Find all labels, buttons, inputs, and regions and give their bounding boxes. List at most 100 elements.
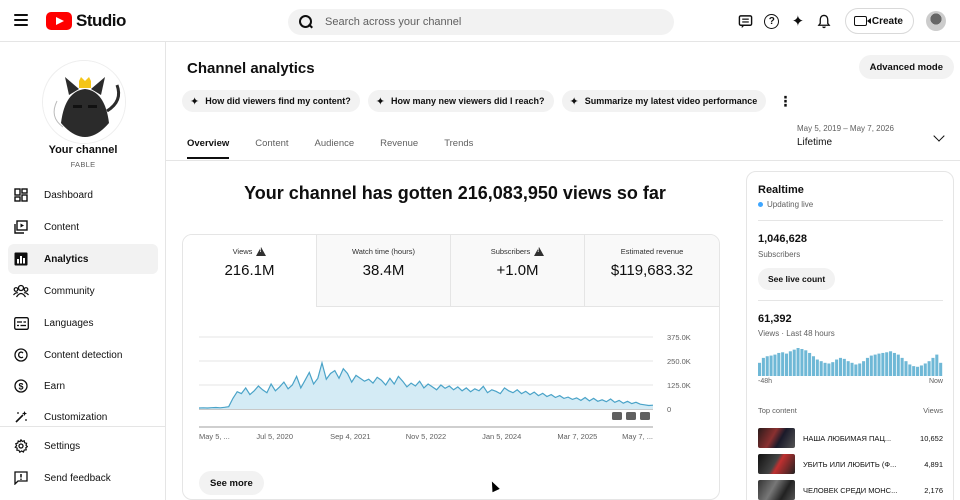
chart-marker-icon xyxy=(640,412,650,420)
advanced-mode-button[interactable]: Advanced mode xyxy=(858,55,954,79)
realtime-bar xyxy=(877,353,881,376)
chip-viewers-find[interactable]: ✦ How did viewers find my content? xyxy=(182,90,360,112)
sidebar-item-earn[interactable]: $ Earn xyxy=(8,371,158,401)
y-tick-label: 250.0K xyxy=(667,357,691,366)
metric-value: 216.1M xyxy=(224,262,275,279)
views-line xyxy=(198,360,654,409)
views-chart[interactable]: 375.0K 250.0K 125.0K 0 May 5, ... Jul 5, 2020… xyxy=(183,307,719,499)
video-thumbnail xyxy=(758,480,795,500)
see-more-button[interactable]: See more xyxy=(199,471,264,495)
top-content-item[interactable]: НАША ЛЮБИМАЯ ПАЦ... 10,652 xyxy=(758,428,943,448)
page-title: Channel analytics xyxy=(187,60,315,77)
video-title: НАША ЛЮБИМАЯ ПАЦ... xyxy=(803,433,892,443)
copyright-icon xyxy=(13,347,29,363)
realtime-bar xyxy=(823,362,827,376)
channel-name[interactable]: Your channel xyxy=(48,144,118,156)
tab-content[interactable]: Content xyxy=(255,138,289,149)
sidebar-item-content-detection[interactable]: Content detection xyxy=(8,340,158,370)
realtime-bar xyxy=(908,364,912,376)
top-content-views-label: Views xyxy=(923,406,943,415)
metric-views[interactable]: Views 216.1M xyxy=(183,235,317,307)
video-thumbnail xyxy=(758,428,795,448)
channel-avatar[interactable] xyxy=(42,60,126,144)
metric-label: Views xyxy=(232,247,253,256)
sidebar-item-label: Settings xyxy=(44,440,81,452)
tab-trends[interactable]: Trends xyxy=(444,138,474,149)
realtime-bar xyxy=(892,352,896,376)
create-button[interactable]: Create xyxy=(844,8,914,34)
chip-summarize[interactable]: ✦ Summarize my latest video performance xyxy=(561,90,767,112)
realtime-bar xyxy=(912,366,916,376)
date-range-text: May 5, 2019 – May 7, 2026 xyxy=(797,124,894,133)
sparkle-icon: ✦ xyxy=(375,95,385,108)
sidebar-item-community[interactable]: Community xyxy=(8,276,158,306)
top-content-item[interactable]: ЧЕЛОВЕК СРЕДИ МОНС... 2,176 xyxy=(758,480,943,500)
video-views: 2,176 xyxy=(924,485,943,495)
create-label: Create xyxy=(871,15,903,27)
search-input[interactable] xyxy=(325,16,655,28)
realtime-bar xyxy=(792,349,796,376)
sidebar-item-label: Community xyxy=(44,285,95,297)
realtime-bar xyxy=(838,357,842,376)
realtime-bar xyxy=(881,352,885,376)
more-options-icon[interactable]: ⋮ xyxy=(778,92,793,109)
subscriber-count: 1,046,628 xyxy=(758,233,807,245)
realtime-bar xyxy=(815,359,819,376)
chevron-down-icon[interactable] xyxy=(933,130,945,142)
comments-icon[interactable] xyxy=(733,8,759,34)
tab-audience[interactable]: Audience xyxy=(314,138,355,149)
menu-icon[interactable] xyxy=(14,14,28,26)
sparkle-icon: ✦ xyxy=(569,95,579,108)
x-tick-label: Sep 4, 2021 xyxy=(330,432,370,441)
sparkle-icon[interactable]: ✦ xyxy=(791,13,805,30)
realtime-bar xyxy=(784,353,789,376)
metric-subscribers[interactable]: Subscribers +1.0M xyxy=(451,235,585,307)
sparkle-icon: ✦ xyxy=(190,95,200,108)
sidebar-item-settings[interactable]: Settings xyxy=(8,431,158,461)
chip-new-viewers[interactable]: ✦ How many new viewers did I reach? xyxy=(367,90,554,112)
realtime-bar xyxy=(854,364,858,376)
warning-icon xyxy=(534,247,545,256)
sidebar-item-languages[interactable]: Languages xyxy=(8,308,158,338)
realtime-bar xyxy=(811,356,816,376)
studio-logo[interactable]: Studio xyxy=(46,11,126,31)
x-tick-label: May 7, ... xyxy=(622,432,653,441)
see-live-count-button[interactable]: See live count xyxy=(758,268,836,290)
sidebar-item-send-feedback[interactable]: Send feedback xyxy=(8,463,158,493)
community-icon xyxy=(13,283,29,299)
realtime-bar-chart[interactable] xyxy=(758,348,943,376)
sidebar-item-customization[interactable]: Customization xyxy=(8,402,158,432)
realtime-bar xyxy=(769,355,773,376)
bell-icon[interactable] xyxy=(811,8,837,34)
views-headline: Your channel has gotten 216,083,950 view… xyxy=(244,183,666,203)
realtime-bar xyxy=(850,362,854,376)
date-range-selector[interactable]: May 5, 2019 – May 7, 2026 Lifetime xyxy=(797,124,894,148)
metric-watch-time[interactable]: Watch time (hours) 38.4M xyxy=(317,235,451,307)
live-dot-icon xyxy=(758,202,763,207)
metric-revenue[interactable]: Estimated revenue $119,683.32 xyxy=(585,235,719,307)
sidebar-item-content[interactable]: Content xyxy=(8,212,158,242)
sidebar-item-analytics[interactable]: Analytics xyxy=(8,244,158,274)
sidebar-item-label: Send feedback xyxy=(44,472,111,484)
realtime-status: Updating live xyxy=(758,200,813,209)
metric-value: +1.0M xyxy=(496,262,539,279)
realtime-bar xyxy=(900,357,904,376)
search-icon[interactable] xyxy=(299,15,313,29)
analytics-tabs: Overview Content Audience Revenue Trends xyxy=(187,138,499,159)
chip-label: How many new viewers did I reach? xyxy=(390,96,545,106)
y-tick-label: 375.0K xyxy=(667,333,691,342)
sidebar-item-dashboard[interactable]: Dashboard xyxy=(8,180,158,210)
help-icon[interactable]: ? xyxy=(759,8,785,34)
account-avatar[interactable] xyxy=(926,11,946,31)
realtime-bar xyxy=(800,348,804,376)
dollar-icon: $ xyxy=(13,378,29,394)
tab-overview[interactable]: Overview xyxy=(187,138,230,159)
realtime-bar xyxy=(858,363,862,376)
realtime-bar xyxy=(935,354,939,376)
sidebar-item-label: Content detection xyxy=(44,349,123,361)
search-bar[interactable] xyxy=(288,9,674,35)
x-tick-label: Jan 5, 2024 xyxy=(482,432,521,441)
x-tick-label: Jul 5, 2020 xyxy=(256,432,293,441)
tab-revenue[interactable]: Revenue xyxy=(380,138,419,149)
top-content-item[interactable]: УБИТЬ ИЛИ ЛЮБИТЬ (Ф... 4,891 xyxy=(758,454,943,474)
